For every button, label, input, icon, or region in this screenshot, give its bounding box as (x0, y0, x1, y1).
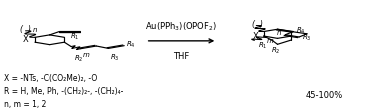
Text: X: X (23, 35, 28, 44)
Text: X = -NTs, -C(CO₂Me)₂, -O: X = -NTs, -C(CO₂Me)₂, -O (5, 74, 98, 83)
Text: $n$: $n$ (276, 29, 282, 37)
Text: R = H, Me, Ph, -(CH₂)₂-, -(CH₂)₄-: R = H, Me, Ph, -(CH₂)₂-, -(CH₂)₄- (5, 87, 124, 96)
Text: $n$: $n$ (33, 26, 38, 34)
Text: 45-100%: 45-100% (306, 91, 343, 100)
Text: (: ( (251, 20, 254, 29)
Text: $R_3$: $R_3$ (110, 53, 120, 63)
Text: (: ( (20, 25, 23, 34)
Text: $R_2$: $R_2$ (74, 54, 84, 64)
Text: $R_4$: $R_4$ (126, 40, 136, 50)
Text: $R_3$: $R_3$ (302, 32, 312, 43)
Text: $R_2$: $R_2$ (271, 46, 280, 56)
Text: Au(PPh$_3$)(OPOF$_2$): Au(PPh$_3$)(OPOF$_2$) (146, 21, 217, 33)
Text: n, m = 1, 2: n, m = 1, 2 (5, 100, 47, 109)
Text: $R_4$: $R_4$ (296, 26, 306, 36)
Text: ): ) (28, 25, 31, 34)
Text: $m$: $m$ (82, 51, 90, 59)
Text: $m$: $m$ (266, 37, 274, 45)
Text: ): ) (259, 20, 262, 29)
Text: THF: THF (174, 52, 190, 60)
Text: $R_1$: $R_1$ (259, 41, 268, 51)
Text: X: X (253, 32, 259, 41)
Text: $R_1$: $R_1$ (70, 32, 79, 42)
